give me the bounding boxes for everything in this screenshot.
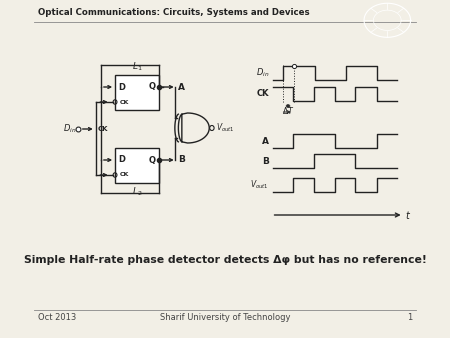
Text: B: B [178, 155, 185, 165]
Text: Q: Q [148, 155, 156, 165]
Text: Oct 2013: Oct 2013 [38, 314, 76, 322]
Text: Q: Q [148, 82, 156, 92]
Text: CK: CK [256, 90, 269, 98]
Bar [115, 75, 159, 110]
Text: $D_{in}$: $D_{in}$ [63, 123, 76, 135]
Text: $D_{in}$: $D_{in}$ [256, 67, 269, 79]
Text: CK: CK [98, 126, 108, 132]
Text: Sharif University of Technology: Sharif University of Technology [160, 314, 290, 322]
Text: CK: CK [119, 172, 129, 177]
Text: 1: 1 [407, 314, 412, 322]
Text: $\Delta T$: $\Delta T$ [282, 105, 295, 116]
Text: A: A [262, 137, 269, 145]
Text: $V_{out1}$: $V_{out1}$ [250, 179, 269, 191]
Text: B: B [262, 156, 269, 166]
Text: A: A [178, 82, 185, 92]
Text: D: D [118, 82, 126, 92]
Text: Simple Half-rate phase detector detects Δφ but has no reference!: Simple Half-rate phase detector detects … [23, 255, 427, 265]
Text: CK: CK [119, 99, 129, 104]
Text: $L_1$: $L_1$ [132, 61, 142, 73]
Bar [115, 148, 159, 183]
Text: D: D [118, 155, 126, 165]
Text: $L_2$: $L_2$ [132, 186, 142, 198]
Text: $V_{out1}$: $V_{out1}$ [216, 122, 235, 134]
Text: $t$: $t$ [405, 209, 411, 221]
Text: Optical Communications: Circuits, Systems and Devices: Optical Communications: Circuits, System… [38, 8, 309, 17]
